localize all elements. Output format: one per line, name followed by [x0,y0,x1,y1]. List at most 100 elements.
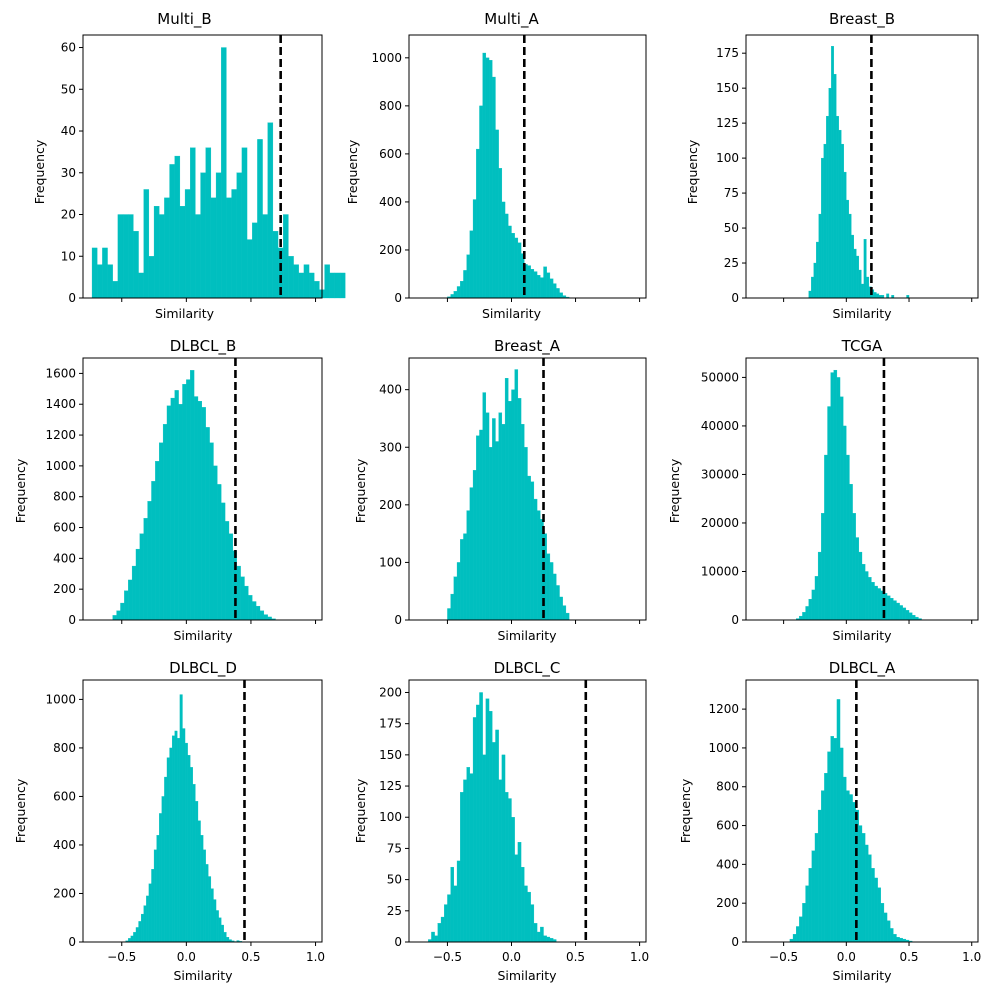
histogram-bar [252,601,257,621]
histogram-bar [463,270,467,299]
histogram-bar [856,255,860,299]
y-axis-label: Frequency [345,139,360,204]
histogram-bar [877,887,881,943]
histogram-bar [839,747,844,943]
axes-frame [82,679,323,943]
x-tick-label: 0.0 [502,950,521,964]
histogram-bar [817,809,822,943]
x-axis-label: Similarity [173,968,233,983]
y-tick-label: 75 [724,186,739,200]
histogram-bar [205,427,210,621]
histogram-bar [246,239,253,299]
histogram-bar [488,711,493,943]
histogram-bar [140,913,144,943]
histogram-bar [192,784,196,943]
histogram-bar [324,264,330,299]
histogram-bar [520,424,525,621]
histogram-bar [213,899,217,943]
histogram-bar [131,565,137,621]
histogram-bar [209,442,214,621]
y-tick-label: 600 [716,819,739,833]
histogram-bar [228,533,234,621]
subplot-tcga: TCGA Similarity Frequency 0 10000 20000 300… [667,337,979,643]
histogram-bar [808,598,812,621]
histogram-bar [133,231,139,299]
histogram-bar [864,571,869,621]
histogram-bar [205,147,212,299]
x-axis-label: Similarity [173,628,233,643]
histogram-bar [883,912,888,943]
subplot-multi-b: Multi_B Similarity Frequency 0 10 20 30 40 50… [32,10,346,321]
subplot-dlbcl-b: DLBCL_B Similarity Frequency 0 200 400 600 8… [13,337,323,643]
y-tick-label: 600 [379,147,402,161]
histogram-bar [177,738,181,943]
axes-frame [745,34,979,299]
subplot-dlbcl-d: DLBCL_D Similarity Frequency 0 200 400 600 8… [13,659,325,983]
histogram-bar [546,553,551,621]
histogram-bar [236,172,243,299]
subplot-multi-a: Multi_A Similarity Frequency 0 200 400 600 8… [345,10,647,321]
histogram-bar [866,276,870,299]
histogram-bar [133,932,137,943]
histogram-bar [179,694,183,943]
y-tick-label: 175 [716,46,739,60]
x-tick-label: 0.0 [177,950,196,964]
axes-frame [408,679,647,943]
histogram-bar [799,916,803,943]
histogram-bar [166,405,171,621]
histogram-bar [886,293,890,299]
y-tick-label: 10000 [701,564,739,578]
histogram-bar [876,293,880,299]
histogram-bar [858,825,863,943]
histogram-bar [861,283,865,299]
histogram-bar [190,370,195,621]
histogram-bar [456,562,461,621]
y-tick-label: 0 [731,291,739,305]
histogram-bar [97,264,103,299]
y-tick-label: 100 [379,810,402,824]
histogram-bar [174,155,181,299]
y-axis-label: Frequency [685,139,700,204]
histogram-bar [899,937,903,943]
subplot-title: Breast_B [829,10,895,29]
histogram-bar [908,612,913,621]
y-tick-label: 200 [53,582,76,596]
histogram-bar [504,378,509,621]
histogram-bar [853,248,857,299]
histogram-bar [530,481,535,621]
histogram-bar [148,256,155,299]
histogram-bar [863,239,867,299]
x-axis-label: Similarity [155,306,215,321]
histogram-bar [128,214,134,299]
histogram-bar [107,264,113,299]
plot-area: 0 200 400 600 800 1000 [371,34,647,305]
subplot-dlbcl-a: DLBCL_A Similarity Frequency 0 200 400 600 8… [678,659,981,983]
histogram-bar [498,779,503,943]
histogram-bar [147,501,152,621]
histogram-bar [450,866,454,943]
histogram-bar [543,935,547,943]
y-tick-label: 1000 [45,692,76,706]
y-tick-label: 0 [68,935,76,949]
histogram-bar [556,585,560,621]
histogram-bar [139,533,144,621]
histogram-bar [210,197,217,299]
y-tick-label: 60 [61,41,76,55]
histogram-bar [151,481,156,621]
histogram-bar [450,593,454,621]
histogram-bar [293,264,299,299]
histogram-bar [252,222,258,299]
y-axis-label: Frequency [667,458,682,523]
histogram-bar [811,850,816,943]
y-tick-label: 1200 [708,702,739,716]
histogram-bar [533,498,538,621]
histogram-bar [174,390,179,621]
histogram-bar [549,278,554,299]
histogram-bar [112,281,119,299]
histogram-bar [159,442,164,621]
y-axis-label: Frequency [13,458,28,523]
x-tick-label: 0.0 [837,950,856,964]
histogram-bar [469,773,474,943]
histogram-bar [482,52,487,299]
y-tick-label: 200 [379,498,402,512]
